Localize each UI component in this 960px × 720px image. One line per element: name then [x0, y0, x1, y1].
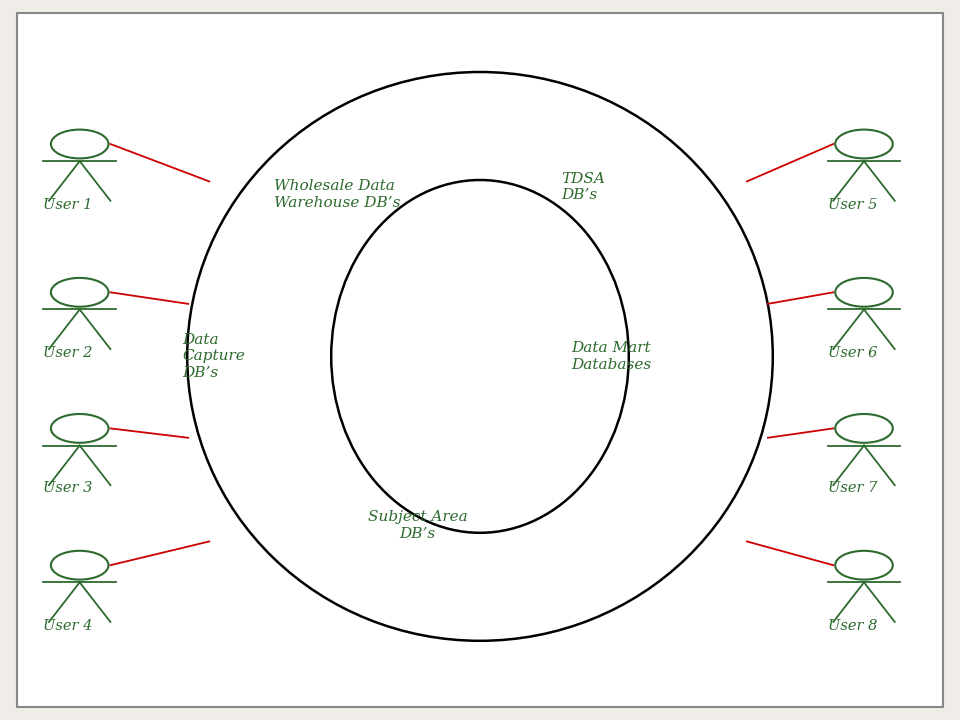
- Text: Subject Area
DB’s: Subject Area DB’s: [368, 510, 468, 541]
- Ellipse shape: [51, 551, 108, 580]
- Text: User 6: User 6: [828, 346, 876, 360]
- Ellipse shape: [51, 278, 108, 307]
- Ellipse shape: [835, 414, 893, 443]
- Text: Data
Capture
DB’s: Data Capture DB’s: [182, 333, 245, 379]
- Ellipse shape: [187, 72, 773, 641]
- Ellipse shape: [51, 414, 108, 443]
- Text: Wholesale Data
Warehouse DB’s: Wholesale Data Warehouse DB’s: [274, 179, 400, 210]
- Text: Data Mart
Databases: Data Mart Databases: [571, 341, 652, 372]
- Ellipse shape: [331, 180, 629, 533]
- Ellipse shape: [835, 551, 893, 580]
- Ellipse shape: [835, 278, 893, 307]
- Ellipse shape: [835, 130, 893, 158]
- Text: TDSA
DB’s: TDSA DB’s: [562, 172, 606, 202]
- Text: User 4: User 4: [43, 619, 92, 634]
- Text: User 7: User 7: [828, 481, 876, 495]
- Text: User 3: User 3: [43, 481, 92, 495]
- Text: User 2: User 2: [43, 346, 92, 360]
- Text: User 1: User 1: [43, 198, 92, 212]
- Text: User 8: User 8: [828, 619, 876, 634]
- Text: User 5: User 5: [828, 198, 876, 212]
- Ellipse shape: [51, 130, 108, 158]
